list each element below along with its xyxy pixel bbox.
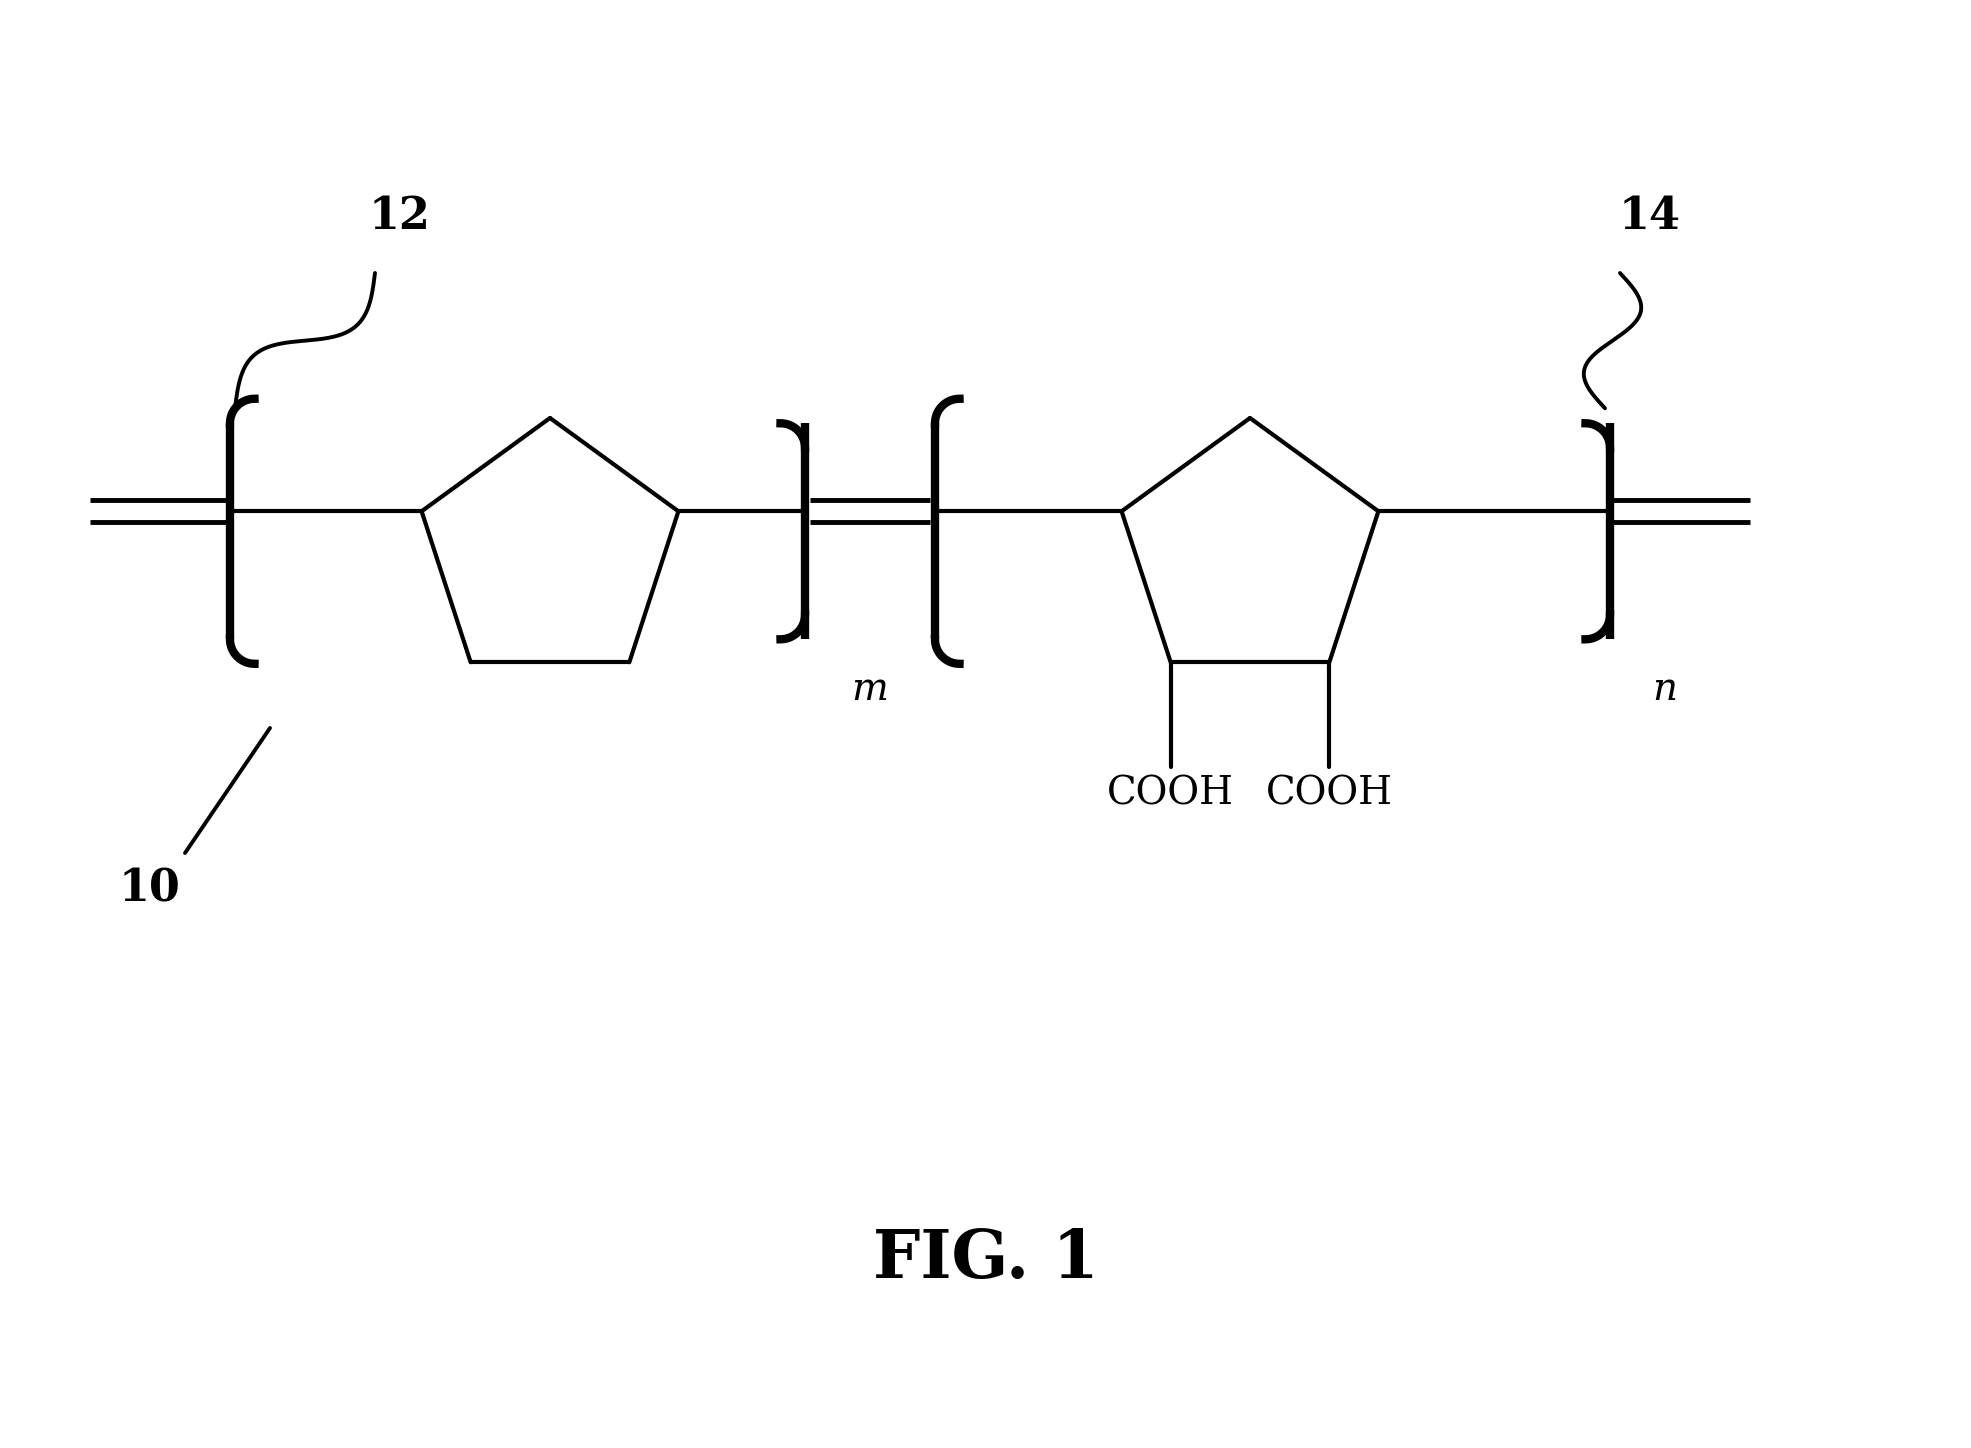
Text: 12: 12 (369, 195, 432, 237)
Text: n: n (1652, 672, 1677, 708)
Text: 10: 10 (118, 867, 181, 911)
Text: FIG. 1: FIG. 1 (873, 1228, 1098, 1292)
Text: m: m (851, 672, 889, 708)
Text: 14: 14 (1618, 195, 1681, 237)
Text: COOH: COOH (1108, 775, 1234, 812)
Text: COOH: COOH (1265, 775, 1393, 812)
